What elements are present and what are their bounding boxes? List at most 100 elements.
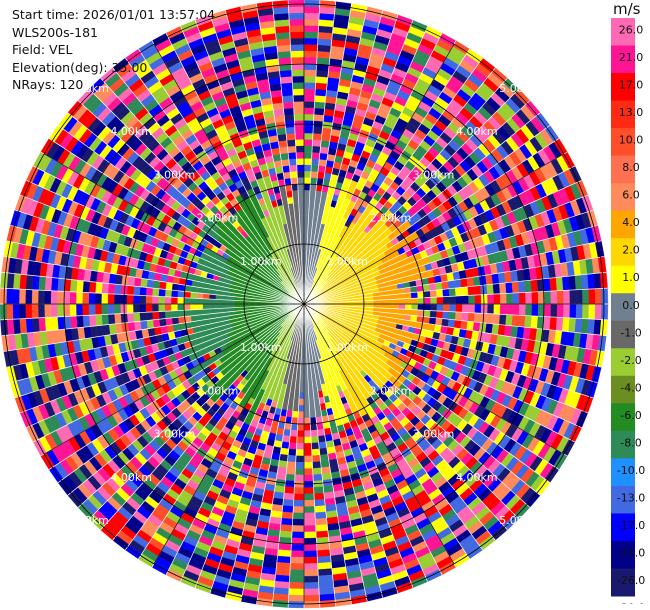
radar-gate	[493, 303, 501, 315]
radar-gate	[101, 293, 109, 305]
radar-gate	[295, 461, 305, 469]
radar-gate	[517, 315, 526, 328]
radar-gate	[12, 303, 20, 320]
radar-gate	[411, 297, 419, 305]
radar-gate	[303, 468, 314, 476]
radar-gate	[455, 295, 463, 305]
radar-gate	[285, 467, 296, 475]
radar-gate	[101, 282, 109, 294]
radar-gate	[303, 208, 310, 216]
radar-gate	[288, 442, 297, 450]
radar-gate	[0, 287, 7, 305]
radar-gate	[303, 386, 309, 393]
radar-gate	[379, 303, 387, 309]
radar-gate	[303, 518, 316, 526]
radar-gate	[303, 569, 319, 577]
radar-gate	[177, 303, 184, 311]
radar-gate	[312, 133, 323, 141]
radar-gate	[183, 303, 191, 311]
radar-gate	[423, 290, 431, 298]
radar-gate	[221, 303, 229, 309]
radar-gate	[303, 18, 320, 26]
radar-gate	[423, 310, 431, 318]
radar-gate	[303, 151, 313, 159]
radar-gate	[303, 512, 316, 520]
radar-gate	[145, 311, 153, 321]
radar-gate	[82, 292, 90, 305]
radar-gate	[303, 449, 313, 457]
radar-gate	[31, 317, 40, 333]
radar-gate	[303, 44, 318, 52]
radar-gate	[461, 303, 469, 313]
radar-gate	[461, 286, 469, 296]
radar-gate	[303, 139, 313, 147]
radar-gate	[303, 50, 318, 58]
radar-gate	[139, 295, 147, 305]
radar-gate	[285, 473, 296, 482]
radar-gate	[126, 303, 134, 314]
radar-gate	[315, 69, 329, 78]
radar-gate	[290, 550, 305, 558]
radar-gate	[56, 303, 64, 318]
radar-gate	[288, 582, 305, 590]
radar-gate	[171, 310, 179, 319]
radar-gate	[303, 594, 320, 602]
radar-gate	[386, 303, 393, 309]
radar-gate	[386, 299, 393, 305]
radar-gate	[499, 293, 507, 305]
radar-gate	[152, 319, 161, 328]
radar-gate	[282, 435, 291, 443]
radar-gate	[303, 177, 311, 184]
ray-separator	[303, 0, 321, 305]
radar-gate	[314, 95, 327, 103]
radar-gate	[280, 447, 289, 456]
radar-gate	[310, 436, 319, 444]
radar-gate	[525, 303, 533, 317]
radar-gate	[158, 296, 166, 305]
radar-gate	[114, 313, 122, 325]
radar-gate	[303, 75, 317, 83]
radar-gate	[317, 165, 326, 173]
radar-gate	[568, 317, 577, 333]
radar-gate	[114, 283, 122, 295]
radar-gate	[88, 292, 96, 305]
radar-gate	[171, 289, 179, 298]
radar-gate	[317, 44, 332, 53]
radar-gate	[297, 411, 305, 419]
radar-gate	[158, 303, 166, 312]
radar-gate	[158, 318, 167, 327]
radar-gate	[294, 468, 305, 476]
radar-gate	[442, 303, 450, 312]
ray-separator	[303, 138, 560, 305]
radar-gate	[460, 278, 468, 288]
radar-gate	[455, 311, 463, 321]
radar-gate	[303, 563, 319, 571]
ray-separator	[303, 112, 541, 305]
radar-gate	[297, 424, 305, 431]
radar-gate	[189, 309, 198, 317]
radar-gate	[44, 317, 53, 332]
radar-gate	[289, 563, 305, 571]
radar-gate	[319, 453, 329, 462]
radar-gate	[44, 290, 52, 305]
radar-gate	[511, 281, 520, 294]
radar-gate	[164, 289, 172, 298]
radar-gate	[107, 303, 115, 315]
radar-gate	[398, 298, 406, 305]
radar-gate	[31, 289, 39, 305]
radar-gate	[312, 473, 323, 482]
radar-gate	[152, 287, 160, 297]
radar-gate	[569, 289, 577, 305]
radar-gate	[296, 442, 305, 450]
radar-gate	[75, 303, 83, 317]
radar-gate	[296, 436, 305, 444]
radar-gate	[57, 278, 65, 292]
radar-gate	[549, 316, 558, 331]
radar-gate	[291, 525, 305, 533]
radar-gate	[146, 279, 155, 289]
radar-gate	[82, 315, 91, 328]
radar-gate	[158, 288, 166, 297]
radar-gate	[88, 314, 97, 327]
radar-gate	[151, 303, 159, 313]
radar-gate	[461, 312, 469, 322]
